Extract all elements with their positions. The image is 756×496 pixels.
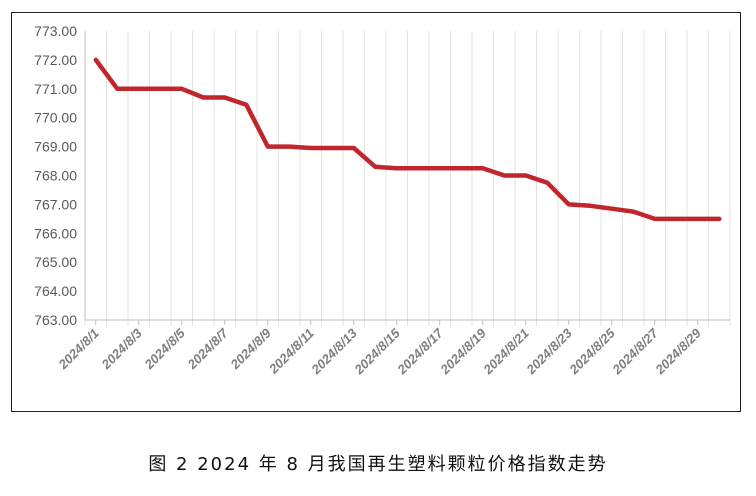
x-tick-label: 2024/8/27 [609,325,662,378]
data-point [653,217,656,221]
x-tick-label: 2024/8/11 [265,326,317,378]
data-point [481,167,484,170]
data-point [567,203,570,206]
data-point [202,96,205,99]
data-point [589,204,592,208]
x-tick-label: 2024/8/25 [566,325,619,378]
chart-frame: 763.00 764.00 765.00 766.00 767.00 768.00 769.… [11,12,741,412]
y-tick-label: 763.00 [34,312,77,328]
x-tick-label: 2024/8/15 [351,325,404,378]
data-point [374,165,377,169]
data-point [438,167,441,170]
series-layer [93,57,722,222]
data-point [94,58,97,62]
data-point [288,145,291,148]
y-tick-label: 765.00 [34,254,77,270]
data-point [696,217,699,221]
data-point [180,87,183,91]
data-point [116,87,119,91]
data-point [546,181,549,184]
y-axis: 763.00 764.00 765.00 766.00 767.00 768.00 769.… [34,23,86,328]
data-point [352,146,355,150]
data-point [632,210,635,213]
y-tick-label: 766.00 [34,225,77,241]
x-tick-label: 2024/8/5 [141,325,189,373]
y-tick-label: 767.00 [34,196,77,212]
data-point [524,174,527,177]
data-point [460,167,463,170]
data-point [395,167,398,170]
x-tick-label: 2024/8/23 [523,325,576,378]
data-point [610,207,613,210]
x-axis: 2024/8/12024/8/32024/8/52024/8/72024/8/9… [55,319,730,378]
figure-caption: 图 2 2024 年 8 月我国再生塑料颗粒价格指数走势 [148,454,608,475]
x-tick-label: 2024/8/17 [394,325,447,378]
data-point [223,96,226,99]
x-tick-label: 2024/8/1 [55,326,102,373]
y-tick-label: 772.00 [34,52,77,68]
grid-lines [84,31,731,326]
x-tick-label: 2024/8/21 [480,326,532,378]
data-point [159,87,162,91]
x-tick-label: 2024/8/29 [652,325,705,378]
data-point [331,146,334,150]
data-point [503,174,506,177]
y-tick-label: 768.00 [34,168,77,184]
x-tick-label: 2024/8/3 [98,325,146,373]
data-point [675,217,678,221]
data-point [266,145,269,148]
y-tick-label: 764.00 [34,283,77,299]
y-tick-label: 773.00 [34,23,77,39]
series-line [93,57,722,222]
y-tick-label: 771.00 [34,81,77,97]
x-tick-label: 2024/8/19 [437,325,490,378]
data-point [137,87,140,91]
data-point [718,217,721,221]
x-tick-label: 2024/8/13 [308,325,361,378]
y-tick-label: 769.00 [34,139,77,155]
line-chart: 763.00 764.00 765.00 766.00 767.00 768.00 769.… [34,23,731,378]
data-point [309,146,312,150]
data-point [417,167,420,170]
y-tick-label: 770.00 [34,110,77,126]
data-point [245,103,248,106]
x-tick-label: 2024/8/7 [184,325,232,373]
